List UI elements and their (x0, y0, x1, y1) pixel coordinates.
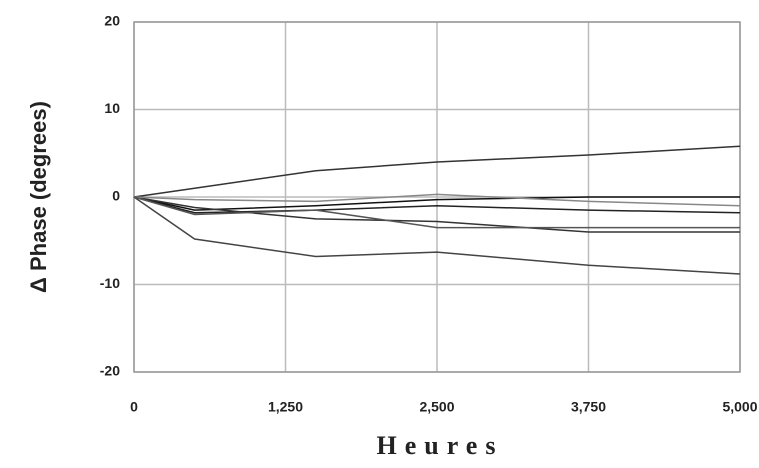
series-line (133, 196, 740, 211)
y-axis-title: Δ Phase (degrees) (26, 101, 51, 293)
x-tick-label: 0 (130, 399, 138, 415)
x-tick-label: 2,500 (419, 399, 454, 415)
series-line (133, 196, 740, 229)
y-tick-label: -10 (100, 275, 120, 291)
x-tick-label: 1,250 (268, 399, 303, 415)
series-line (133, 145, 741, 198)
series-line (133, 196, 741, 214)
x-tick-label: 3,750 (571, 399, 606, 415)
x-tick-label: 5,000 (722, 399, 757, 415)
y-tick-label: -20 (100, 363, 120, 379)
series-line (133, 196, 740, 233)
y-tick-label: 20 (104, 13, 120, 29)
y-tick-label: 0 (112, 188, 120, 204)
series-line (133, 196, 741, 275)
series-line (133, 193, 741, 207)
x-axis-title: Heures (377, 431, 504, 460)
y-tick-label: 10 (104, 100, 120, 116)
